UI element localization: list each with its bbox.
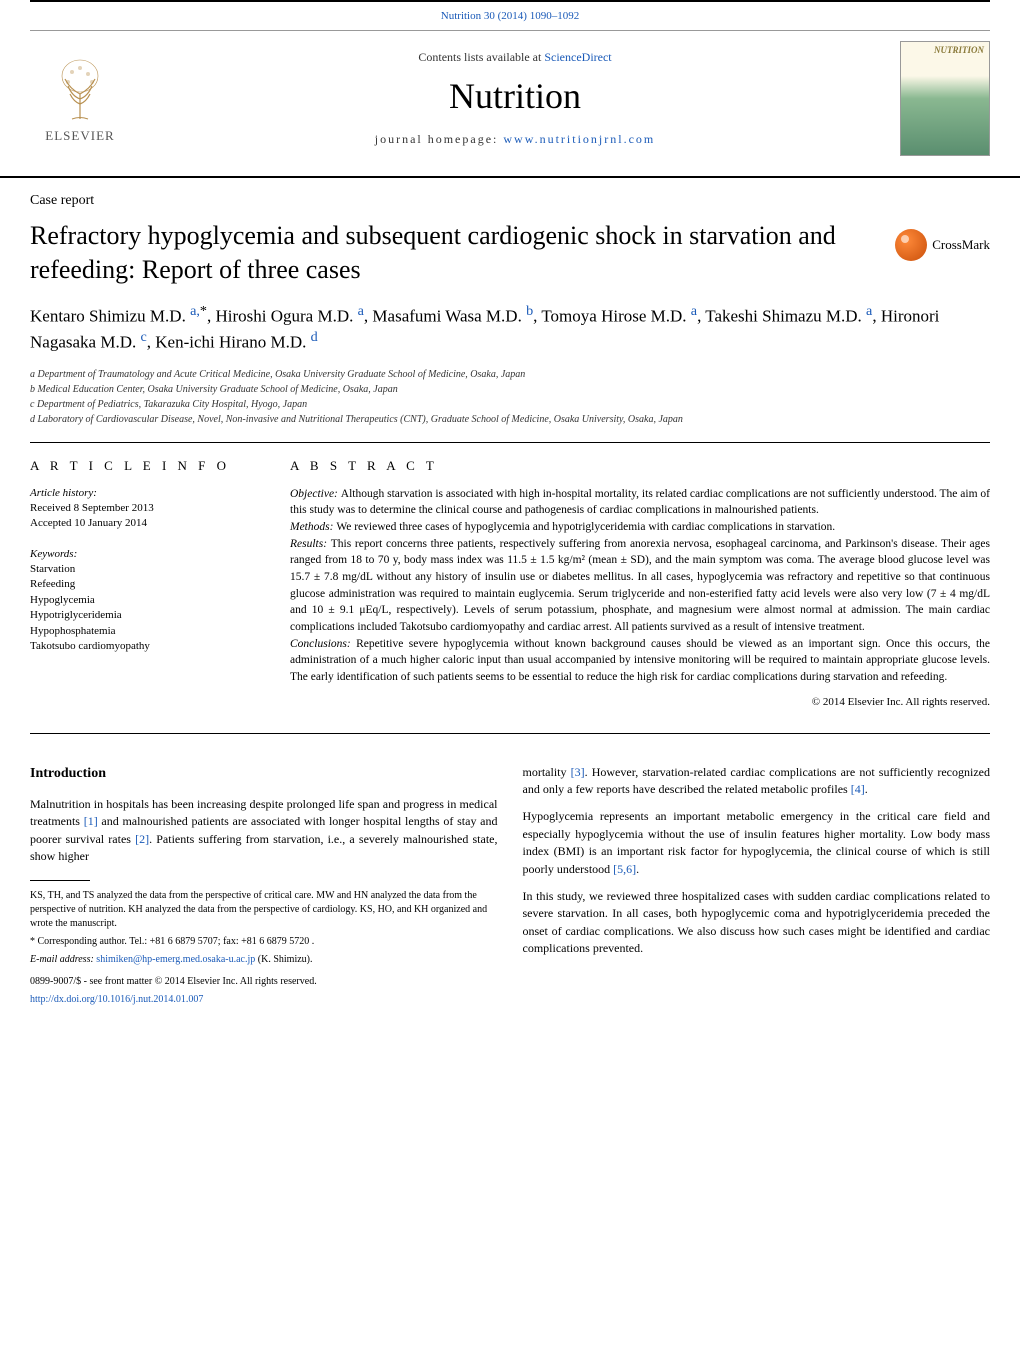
ref-link-56[interactable]: [5,6] bbox=[613, 862, 636, 876]
journal-reference-bar: Nutrition 30 (2014) 1090–1092 bbox=[30, 0, 990, 31]
p3b: . bbox=[636, 862, 639, 876]
introduction-head: Introduction bbox=[30, 764, 498, 784]
keywords-block: Keywords: Starvation Refeeding Hypoglyce… bbox=[30, 547, 260, 655]
keywords-label: Keywords: bbox=[30, 547, 260, 562]
doi-link[interactable]: http://dx.doi.org/10.1016/j.nut.2014.01.… bbox=[30, 994, 203, 1005]
p2c: . bbox=[865, 782, 868, 796]
publisher-logo[interactable]: ELSEVIER bbox=[30, 44, 130, 154]
abstract-copyright: © 2014 Elsevier Inc. All rights reserved… bbox=[290, 696, 990, 708]
methods-text: We reviewed three cases of hypoglycemia … bbox=[336, 521, 835, 533]
body-left-column: Introduction Malnutrition in hospitals h… bbox=[30, 764, 498, 1012]
banner-center: Contents lists available at ScienceDirec… bbox=[130, 50, 900, 147]
article-history: Article history: Received 8 September 20… bbox=[30, 486, 260, 532]
author-4: , Tomoya Hirose M.D. bbox=[533, 306, 691, 325]
body-columns: Introduction Malnutrition in hospitals h… bbox=[30, 764, 990, 1012]
accepted-date: Accepted 10 January 2014 bbox=[30, 516, 260, 531]
objective-label: Objective: bbox=[290, 488, 341, 500]
issn-line: 0899-9007/$ - see front matter © 2014 El… bbox=[30, 975, 498, 989]
affiliation-b: b Medical Education Center, Osaka Univer… bbox=[30, 382, 990, 397]
crossmark-label: CrossMark bbox=[932, 237, 990, 253]
keyword: Hypotriglyceridemia bbox=[30, 608, 260, 623]
journal-banner: ELSEVIER Contents lists available at Sci… bbox=[0, 31, 1020, 178]
intro-para-2: mortality [3]. However, starvation-relat… bbox=[523, 764, 991, 799]
keyword: Hypoglycemia bbox=[30, 593, 260, 608]
corresponding-author: * Corresponding author. Tel.: +81 6 6879… bbox=[30, 935, 498, 949]
author-3: , Masafumi Wasa M.D. bbox=[364, 306, 526, 325]
sciencedirect-link[interactable]: ScienceDirect bbox=[544, 50, 611, 64]
divider-bottom bbox=[30, 733, 990, 734]
divider-top bbox=[30, 442, 990, 443]
p2b: . However, starvation-related cardiac co… bbox=[523, 765, 991, 796]
p3a: Hypoglycemia represents an important met… bbox=[523, 809, 991, 875]
author-5: , Takeshi Shimazu M.D. bbox=[697, 306, 866, 325]
email-link[interactable]: shimiken@hp-emerg.med.osaka-u.ac.jp bbox=[96, 954, 255, 965]
title-row: Refractory hypoglycemia and subsequent c… bbox=[30, 219, 990, 287]
crossmark-icon bbox=[895, 229, 927, 261]
abstract-column: A B S T R A C T Objective: Although star… bbox=[290, 458, 990, 708]
footnote-separator bbox=[30, 880, 90, 881]
author-2: , Hiroshi Ogura M.D. bbox=[207, 306, 358, 325]
body-right-column: mortality [3]. However, starvation-relat… bbox=[523, 764, 991, 1012]
contents-lists-line: Contents lists available at ScienceDirec… bbox=[130, 50, 900, 65]
abstract-text: Objective: Although starvation is associ… bbox=[290, 486, 990, 686]
ref-link-4[interactable]: [4] bbox=[851, 782, 865, 796]
keyword: Refeeding bbox=[30, 577, 260, 592]
abstract-head: A B S T R A C T bbox=[290, 458, 990, 474]
intro-para-3: Hypoglycemia represents an important met… bbox=[523, 808, 991, 878]
methods-label: Methods: bbox=[290, 521, 336, 533]
cover-title: NUTRITION bbox=[901, 42, 989, 58]
article-info-head: A R T I C L E I N F O bbox=[30, 458, 260, 474]
article-title: Refractory hypoglycemia and subsequent c… bbox=[30, 219, 875, 287]
keyword: Hypophosphatemia bbox=[30, 624, 260, 639]
crossmark-badge[interactable]: CrossMark bbox=[895, 229, 990, 261]
affiliations-block: a Department of Traumatology and Acute C… bbox=[30, 367, 990, 427]
received-date: Received 8 September 2013 bbox=[30, 501, 260, 516]
affiliation-c: c Department of Pediatrics, Takarazuka C… bbox=[30, 397, 990, 412]
contents-prefix: Contents lists available at bbox=[418, 50, 544, 64]
journal-reference: Nutrition 30 (2014) 1090–1092 bbox=[30, 10, 990, 22]
conclusions-text: Repetitive severe hypoglycemia without k… bbox=[290, 638, 990, 683]
author-contributions: KS, TH, and TS analyzed the data from th… bbox=[30, 889, 498, 931]
journal-homepage-line: journal homepage: www.nutritionjrnl.com bbox=[130, 132, 900, 147]
affiliation-d: d Laboratory of Cardiovascular Disease, … bbox=[30, 412, 990, 427]
authors-block: Kentaro Shimizu M.D. a,*, Hiroshi Ogura … bbox=[30, 302, 990, 355]
doi-line: http://dx.doi.org/10.1016/j.nut.2014.01.… bbox=[30, 993, 498, 1007]
author-1: Kentaro Shimizu M.D. bbox=[30, 306, 190, 325]
affiliation-a: a Department of Traumatology and Acute C… bbox=[30, 367, 990, 382]
corr-star: * bbox=[200, 303, 207, 319]
email-suffix: (K. Shimizu). bbox=[255, 954, 312, 965]
keyword: Takotsubo cardiomyopathy bbox=[30, 639, 260, 654]
footnotes-block: KS, TH, and TS analyzed the data from th… bbox=[30, 889, 498, 1007]
ref-link-1[interactable]: [1] bbox=[84, 814, 98, 828]
journal-title: Nutrition bbox=[130, 75, 900, 117]
history-label: Article history: bbox=[30, 486, 260, 501]
affil-link-a1[interactable]: a, bbox=[190, 303, 200, 319]
info-abstract-row: A R T I C L E I N F O Article history: R… bbox=[30, 458, 990, 708]
ref-link-2[interactable]: [2] bbox=[135, 832, 149, 846]
journal-cover-thumbnail[interactable]: NUTRITION bbox=[900, 41, 990, 156]
elsevier-tree-icon bbox=[50, 54, 110, 124]
homepage-link[interactable]: www.nutritionjrnl.com bbox=[503, 132, 655, 146]
conclusions-label: Conclusions: bbox=[290, 638, 356, 650]
article-type: Case report bbox=[30, 193, 990, 209]
intro-para-4: In this study, we reviewed three hospita… bbox=[523, 888, 991, 958]
email-line: E-mail address: shimiken@hp-emerg.med.os… bbox=[30, 953, 498, 967]
affil-link-d[interactable]: d bbox=[311, 329, 318, 345]
results-text: This report concerns three patients, res… bbox=[290, 538, 990, 633]
objective-text: Although starvation is associated with h… bbox=[290, 488, 990, 517]
ref-link-3[interactable]: [3] bbox=[571, 765, 585, 779]
intro-para-1: Malnutrition in hospitals has been incre… bbox=[30, 796, 498, 866]
results-label: Results: bbox=[290, 538, 331, 550]
p2a: mortality bbox=[523, 765, 571, 779]
article-info-column: A R T I C L E I N F O Article history: R… bbox=[30, 458, 260, 708]
homepage-prefix: journal homepage: bbox=[375, 132, 504, 146]
author-7: , Ken-ichi Hirano M.D. bbox=[147, 333, 311, 352]
journal-reference-link[interactable]: Nutrition 30 (2014) 1090–1092 bbox=[441, 10, 579, 22]
email-label: E-mail address: bbox=[30, 954, 96, 965]
keyword: Starvation bbox=[30, 562, 260, 577]
publisher-name: ELSEVIER bbox=[45, 128, 114, 144]
